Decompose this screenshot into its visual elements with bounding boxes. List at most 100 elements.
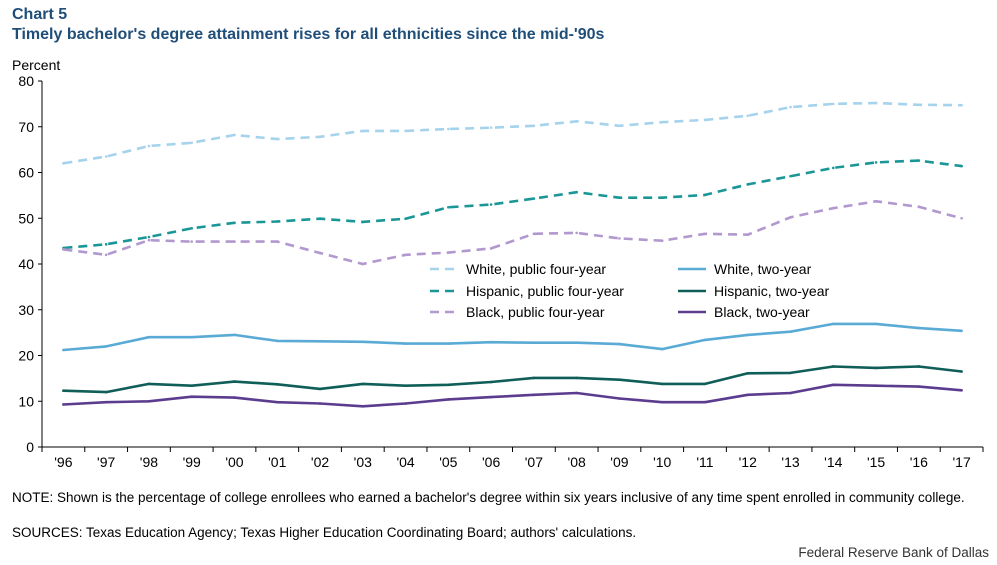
data-point — [233, 240, 236, 243]
y-tick-label: 50 — [18, 210, 34, 226]
data-point — [532, 197, 536, 200]
legend-label: Hispanic, two-year — [714, 283, 829, 299]
data-point — [917, 205, 921, 209]
data-point — [361, 129, 365, 133]
data-point — [275, 400, 279, 404]
data-point — [404, 217, 407, 221]
data-point — [190, 141, 194, 145]
data-point — [275, 220, 279, 223]
x-tick-label: '07 — [525, 454, 543, 470]
x-tick-label: '96 — [54, 454, 72, 470]
data-point — [789, 330, 792, 334]
data-point — [575, 341, 578, 344]
data-point — [404, 253, 407, 257]
data-point — [703, 193, 707, 197]
data-point — [275, 383, 279, 386]
data-point — [318, 340, 322, 343]
x-tick-label: '17 — [952, 454, 970, 470]
data-point — [489, 340, 493, 344]
series-line-3 — [63, 365, 962, 394]
data-point — [703, 232, 707, 236]
data-point — [361, 404, 365, 408]
y-tick-label: 0 — [26, 439, 34, 455]
x-tick-label: '15 — [867, 454, 885, 470]
data-point — [532, 376, 536, 380]
data-point — [660, 196, 664, 199]
data-point — [831, 322, 835, 326]
legend-label: White, two-year — [714, 261, 812, 277]
series-line-5 — [63, 383, 962, 408]
data-point — [618, 124, 621, 128]
data-point — [275, 240, 279, 243]
data-point — [789, 105, 792, 109]
series-line-4 — [63, 200, 962, 266]
data-point — [917, 103, 921, 107]
data-point — [746, 393, 750, 397]
data-point — [746, 114, 750, 118]
data-point — [62, 389, 65, 393]
data-point — [275, 137, 279, 141]
data-point — [789, 216, 792, 219]
x-tick-label: '98 — [140, 454, 158, 470]
data-point — [361, 262, 365, 266]
y-axis-label: Percent — [12, 57, 60, 73]
data-point — [660, 382, 664, 386]
x-tick-label: '08 — [568, 454, 586, 470]
y-tick-label: 20 — [18, 348, 34, 364]
data-point — [147, 144, 151, 148]
data-point — [660, 400, 664, 404]
data-point — [746, 333, 750, 337]
data-point — [404, 402, 407, 405]
data-point — [147, 382, 151, 386]
data-point — [147, 238, 151, 242]
data-point — [104, 155, 108, 158]
data-point — [447, 127, 450, 131]
data-point — [190, 395, 194, 398]
data-point — [831, 383, 835, 387]
y-tick-label: 40 — [18, 256, 34, 272]
x-tick-label: '10 — [653, 454, 671, 470]
data-point — [874, 322, 878, 326]
x-tick-label: '03 — [354, 454, 372, 470]
x-tick-label: '12 — [739, 454, 757, 470]
data-point — [62, 403, 65, 406]
y-tick-label: 10 — [18, 393, 34, 409]
data-point — [618, 237, 621, 240]
data-point — [575, 391, 578, 395]
legend-label: Hispanic, public four-year — [466, 283, 624, 299]
data-point — [489, 203, 493, 206]
y-tick-label: 60 — [18, 165, 34, 181]
data-point — [917, 326, 921, 330]
data-point — [190, 384, 194, 387]
x-tick-label: '09 — [610, 454, 628, 470]
chart-note: NOTE: Shown is the percentage of college… — [12, 490, 965, 505]
data-point — [318, 402, 322, 405]
data-point — [62, 248, 65, 251]
data-point — [318, 251, 322, 255]
data-point — [789, 391, 792, 395]
data-point — [660, 120, 664, 124]
data-point — [489, 247, 493, 250]
data-point — [917, 365, 921, 368]
series-line-1 — [63, 322, 962, 352]
data-point — [318, 387, 322, 391]
y-tick-label: 30 — [18, 302, 34, 318]
data-point — [618, 196, 621, 199]
data-point — [831, 166, 835, 170]
data-point — [233, 133, 236, 137]
data-point — [746, 233, 750, 237]
data-point — [190, 335, 194, 339]
series-line-0 — [63, 101, 962, 165]
data-point — [104, 253, 108, 257]
data-point — [489, 395, 493, 399]
data-point — [404, 342, 407, 345]
data-point — [960, 329, 963, 333]
data-point — [660, 239, 664, 242]
credit-line: Federal Reserve Bank of Dallas — [798, 545, 989, 560]
data-point — [147, 399, 151, 403]
x-tick-label: '97 — [97, 454, 115, 470]
series-line-2 — [63, 159, 962, 250]
data-point — [447, 205, 450, 209]
data-point — [404, 384, 407, 387]
